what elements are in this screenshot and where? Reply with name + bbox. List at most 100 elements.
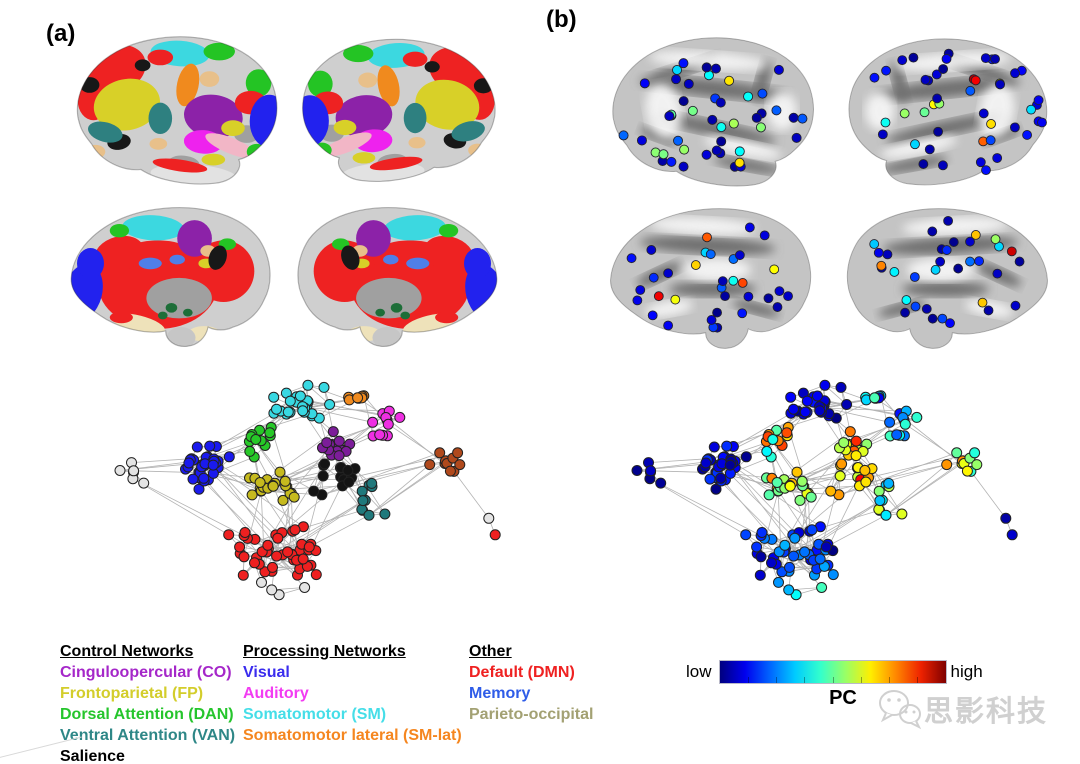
graph-node: [655, 477, 667, 489]
roi-dot: [977, 297, 988, 308]
graph-node: [961, 465, 973, 477]
graph-node: [751, 541, 763, 553]
watermark-text: 思影科技: [924, 696, 1049, 728]
roi-dot: [877, 129, 888, 140]
graph-node: [333, 450, 345, 462]
parcel-patch-visual: [302, 95, 329, 147]
colorbar-tick: [860, 677, 862, 683]
roi-dot: [992, 153, 1003, 163]
parcel-patch-dan: [203, 42, 235, 61]
graph-node: [899, 418, 911, 430]
parcel-patch-dkgreen: [157, 311, 168, 320]
roi-dot: [706, 315, 717, 325]
graph-node: [238, 551, 250, 563]
roi-dot: [910, 139, 920, 150]
graph-node: [318, 381, 330, 393]
colorbar-low-label: low: [686, 662, 712, 681]
roi-dot: [678, 96, 689, 107]
parcel-patch-dan: [245, 69, 272, 97]
roi-dot: [737, 308, 748, 319]
legend-item: Somatomotor lateral (SM-lat): [243, 727, 462, 744]
roi-dot: [983, 305, 994, 316]
graph-node: [366, 477, 378, 489]
parcel-patch-tan: [408, 136, 426, 149]
graph-node: [820, 541, 832, 553]
parcel-patch-dkgreen: [375, 308, 385, 317]
roi-dot: [632, 295, 643, 306]
roi-dot: [743, 91, 754, 102]
graph-node: [333, 435, 345, 447]
legend-item: Default (DMN): [469, 664, 575, 681]
roi-dot: [720, 291, 730, 301]
legend-item: Frontoparietal (FP): [60, 685, 204, 702]
roi-dot: [965, 256, 975, 267]
graph-node: [838, 437, 850, 449]
graph-node: [434, 447, 446, 459]
graph-node: [835, 381, 847, 393]
parcel-patch-visual: [464, 248, 491, 279]
roi-dot: [797, 113, 808, 124]
graph-node: [740, 451, 752, 463]
graph-node: [239, 527, 251, 538]
graph-node: [766, 557, 777, 569]
roi-dot: [734, 146, 745, 157]
pc-colorbar: low high PC: [686, 660, 1016, 710]
graph-node: [781, 427, 793, 439]
roi-dot: [757, 88, 768, 99]
roi-dot: [743, 291, 754, 302]
roi-dot: [715, 97, 726, 108]
graph-node: [784, 561, 795, 573]
roi-dot: [701, 62, 712, 73]
roi-dot: [711, 145, 722, 156]
roi-dot: [933, 126, 943, 137]
graph-node: [289, 524, 301, 536]
graph-node: [941, 459, 953, 471]
roi-dot: [712, 307, 722, 318]
parcel-patch-fp: [201, 153, 226, 166]
roi-dot: [938, 64, 949, 74]
graph-node: [271, 403, 282, 415]
roi-dot: [938, 160, 948, 171]
roi-dot: [672, 64, 683, 75]
parcel-patch-gray: [356, 277, 422, 319]
parcel-patch-gray: [146, 277, 212, 319]
roi-dot: [646, 245, 657, 255]
graph-node: [700, 457, 712, 469]
brain-parcellation-medial-left: [70, 207, 271, 347]
roi-dot: [639, 78, 650, 89]
legend-item: Visual: [243, 664, 290, 681]
colorbar-tick: [889, 677, 891, 683]
graph-node: [489, 529, 501, 541]
roi-dot: [876, 260, 887, 271]
roi-dot: [678, 161, 689, 172]
roi-dot: [995, 79, 1006, 90]
parcel-patch-dmn: [402, 51, 428, 67]
graph-node: [452, 447, 464, 459]
graph-node: [266, 584, 278, 596]
graph-node: [836, 458, 848, 470]
graph-node: [721, 440, 733, 452]
graph-node: [825, 485, 837, 497]
parcel-patch-gray2: [166, 327, 196, 347]
graph-node: [342, 464, 354, 476]
graph-node: [282, 406, 294, 418]
graph-node: [249, 557, 260, 569]
roi-dot: [679, 144, 690, 155]
graph-node: [382, 418, 394, 430]
graph-node: [297, 553, 309, 565]
graph-node: [754, 569, 766, 581]
parcel-patch-dmn: [435, 311, 459, 324]
graph-node: [183, 457, 195, 469]
roi-dot: [663, 268, 674, 279]
roi-dot: [901, 295, 912, 305]
roi-dot: [687, 105, 698, 116]
roi-dot: [707, 114, 718, 125]
graph-node: [971, 459, 983, 471]
graph-node: [740, 529, 752, 541]
graph-node: [799, 546, 811, 558]
graph-node: [834, 470, 846, 482]
graph-node: [827, 569, 839, 581]
roi-dot: [716, 122, 727, 133]
legend-item: Ventral Attention (VAN): [60, 727, 236, 744]
parcel-patch-van: [88, 121, 123, 143]
